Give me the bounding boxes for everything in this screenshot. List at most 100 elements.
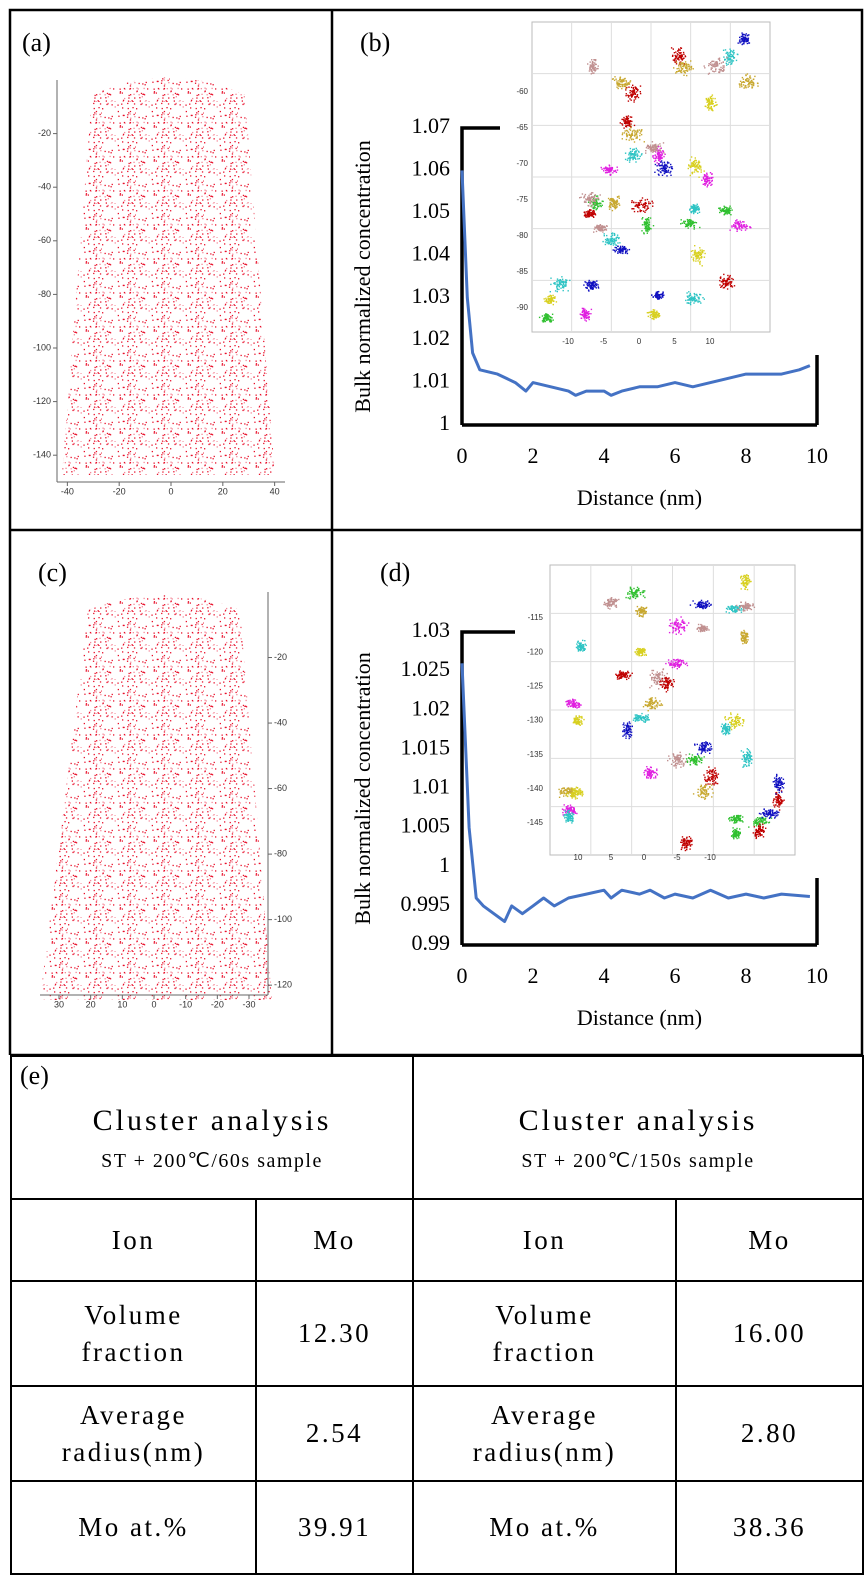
cluster-dot [741, 82, 742, 83]
cluster-dot [597, 227, 598, 228]
cluster-dot [635, 202, 636, 203]
cluster-dot [620, 670, 621, 671]
cluster-dot [657, 671, 658, 672]
cluster-dot [657, 703, 658, 704]
cluster-dot [617, 677, 618, 678]
panel-label: (b) [360, 28, 390, 57]
cluster-dot [644, 597, 645, 598]
cluster-dot [631, 732, 632, 733]
cluster-dot [638, 204, 639, 205]
cluster-dot [704, 183, 705, 184]
cluster-dot [726, 283, 727, 284]
cluster-dot [622, 250, 623, 251]
cluster-dot [637, 211, 638, 212]
cluster-dot [662, 678, 663, 679]
cluster-dot [572, 700, 573, 701]
cluster-dot [626, 725, 627, 726]
cluster-dot [579, 717, 580, 718]
cluster-dot [646, 776, 647, 777]
cluster-dot [634, 132, 635, 133]
cluster-dot [597, 284, 598, 285]
cluster-dot [628, 734, 629, 735]
cluster-dot [593, 200, 594, 201]
cluster-dot [687, 760, 688, 761]
cluster-dot [617, 253, 618, 254]
cluster-dot [629, 160, 630, 161]
cluster-dot [704, 257, 705, 258]
cluster-dot [717, 62, 718, 63]
cluster-dot [615, 79, 616, 80]
cluster-dot [693, 297, 694, 298]
cluster-dot [659, 677, 660, 678]
cluster-dot [711, 65, 712, 66]
cluster-dot [623, 117, 624, 118]
cluster-dot [584, 310, 585, 311]
cluster-dot [589, 68, 590, 69]
cluster-dot [620, 251, 621, 252]
cluster-dot [721, 211, 722, 212]
cluster-dot [587, 216, 588, 217]
cluster-dot [695, 298, 696, 299]
cluster-dot [663, 152, 664, 153]
cluster-dot [667, 688, 668, 689]
cluster-dot [731, 278, 732, 279]
cluster-dot [560, 279, 561, 280]
cluster-dot [591, 66, 592, 67]
cluster-dot [710, 96, 711, 97]
cluster-dot [719, 63, 720, 64]
cluster-dot [658, 688, 659, 689]
cluster-dot [697, 260, 698, 261]
cluster-dot [630, 148, 631, 149]
cluster-dot [625, 677, 626, 678]
cluster-dot [698, 206, 699, 207]
cluster-dot [730, 61, 731, 62]
cluster-dot [623, 247, 624, 248]
cluster-dot [748, 86, 749, 87]
cluster-dot [664, 170, 665, 171]
cluster-dot [588, 316, 589, 317]
cluster-dot [640, 594, 641, 595]
inset-z-tick-label: -65 [516, 123, 528, 132]
y-tick-label: -40 [274, 717, 287, 727]
cluster-dot [583, 648, 584, 649]
cluster-dot [632, 95, 633, 96]
cluster-dot [676, 662, 677, 663]
cluster-dot [545, 316, 546, 317]
cluster-dot [631, 117, 632, 118]
cluster-dot [700, 254, 701, 255]
cluster-dot [730, 214, 731, 215]
cluster-dot [723, 50, 724, 51]
cluster-dot [590, 65, 591, 66]
cluster-dot [603, 227, 604, 228]
cluster-dot [641, 129, 642, 130]
cluster-dot [697, 204, 698, 205]
cluster-dot [703, 184, 704, 185]
cluster-dot [686, 226, 687, 227]
cluster-dot [602, 201, 603, 202]
cluster-dot [681, 219, 682, 220]
cluster-dot [722, 731, 723, 732]
cluster-dot [588, 202, 589, 203]
cluster-dot [637, 131, 638, 132]
cluster-dot [714, 771, 715, 772]
y-tick-label: -80 [38, 289, 51, 299]
cluster-dot [742, 36, 743, 37]
cluster-dot [635, 159, 636, 160]
cluster-dot [614, 240, 615, 241]
cluster-dot [708, 99, 709, 100]
cluster-dot [725, 734, 726, 735]
cluster-dot [650, 145, 651, 146]
cluster-dot [736, 231, 737, 232]
cluster-dot [614, 80, 615, 81]
cluster-dot [643, 706, 644, 707]
cluster-dot [714, 71, 715, 72]
cluster-dot [688, 66, 689, 67]
cluster-dot [724, 206, 725, 207]
cluster-dot [594, 282, 595, 283]
cluster-dot [627, 123, 628, 124]
cluster-dot [663, 681, 664, 682]
cluster-dot [698, 167, 699, 168]
cluster-dot [727, 729, 728, 730]
cluster-dot [729, 278, 730, 279]
cluster-dot [625, 89, 626, 90]
